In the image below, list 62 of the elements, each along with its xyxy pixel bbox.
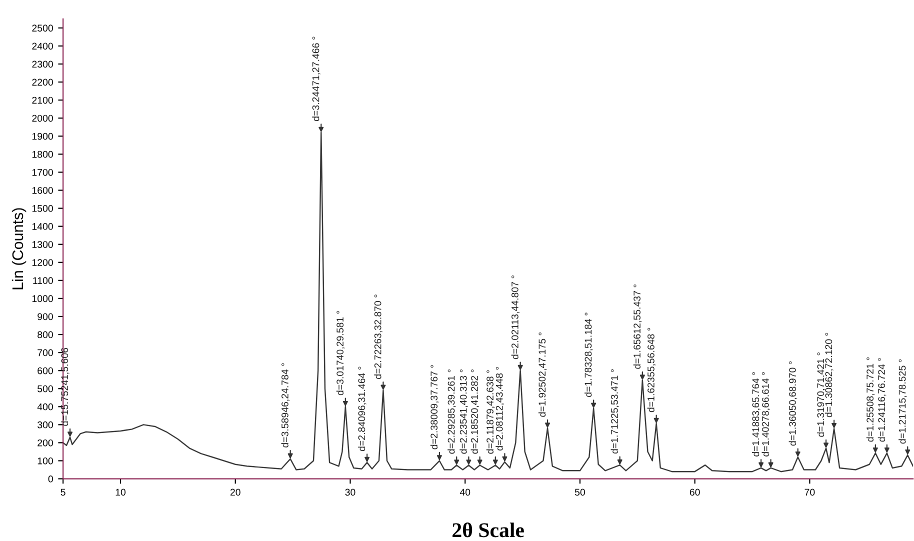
y-tick-label: 2300 [32, 60, 53, 68]
x-tick-label: 30 [345, 488, 356, 496]
annotation: d=2.11879,42.638 ° [486, 370, 495, 454]
annotation: d=1.36050,68.970 ° [788, 361, 798, 446]
y-axis-title: Lin (Counts) [12, 208, 26, 290]
x-tick-label: 60 [690, 488, 700, 496]
y-tick-label: 1900 [32, 132, 53, 140]
y-tick-label: 2400 [32, 42, 53, 50]
y-tick-label: 300 [37, 421, 53, 428]
x-tick-label: 40 [460, 488, 470, 496]
annotation: d=1.21715,78.525 ° [898, 359, 907, 444]
x-tick-label: 5 [60, 488, 66, 496]
y-tick-label: 400 [37, 403, 53, 410]
y-tick-label: 1600 [32, 186, 53, 194]
y-tick-label: 200 [38, 439, 53, 446]
annotation: d=2.18520,41.282 ° [470, 369, 480, 454]
y-tick-label: 0 [48, 476, 53, 482]
y-tick-label: 1400 [32, 223, 53, 230]
annotation: d=1.92502,47.175 ° [538, 332, 547, 417]
annotation: d=3.01740,29.581 ° [336, 310, 345, 396]
annotation: d=3.58946,24.784 ° [281, 363, 290, 448]
y-tick-label: 1100 [33, 277, 53, 284]
annotation: d=2.72263,32.870 ° [374, 294, 382, 379]
y-tick-label: 1300 [32, 241, 53, 248]
y-tick-label: 900 [38, 313, 53, 320]
annotation: d=1.40278,66.614 ° [762, 372, 770, 456]
y-tick-label: 600 [38, 367, 53, 374]
x-tick-label: 50 [574, 488, 585, 496]
y-tick-label: 2100 [32, 96, 53, 104]
annotation: d=3.24471,27.466 ° [312, 36, 320, 122]
y-tick-label: 2000 [32, 114, 53, 122]
annotation: d=1.41883,65.764 ° [752, 372, 760, 456]
annotation: d=1.30862,72.120 ° [824, 332, 834, 418]
annotation: d=2.84096,31.464 ° [358, 366, 366, 452]
x-tick-label: 10 [116, 488, 126, 496]
annotation: d=2.29285,39.261 ° [448, 369, 456, 454]
y-tick-label: 1000 [32, 295, 53, 302]
annotation: d=2.08112,43.448 ° [496, 366, 504, 450]
y-tick-label: 1500 [32, 205, 53, 212]
annotation: d=2.38009,37.767 ° [430, 364, 439, 450]
x-tick-label: 20 [230, 488, 240, 496]
x-axis-title: 2θ Scale [452, 522, 524, 538]
annotation: d=1.65612,55.437 ° [633, 284, 642, 369]
annotation: d=1.25508,75.721 ° [866, 357, 875, 442]
annotation: d=1.31970,71.421 ° [816, 352, 826, 437]
y-tick-label: 1800 [32, 150, 53, 158]
annotation: d=1.62355,56.648 ° [647, 328, 656, 412]
x-tick-label: 70 [804, 488, 815, 496]
y-tick-label: 2200 [32, 78, 53, 86]
annotation: d=1.71225,53.471 ° [610, 369, 620, 454]
annotation: d=1.24116,76.724 ° [878, 358, 886, 442]
y-tick-label: 700 [38, 349, 53, 356]
annotation: d=2.23541,40.313 ° [460, 369, 468, 454]
y-tick-label: 500 [38, 385, 53, 392]
y-tick-label: 100 [38, 457, 53, 464]
y-tick-label: 2500 [32, 24, 53, 32]
y-tick-label: 1700 [32, 168, 53, 176]
annotation: d=2.02113,44.807 ° [511, 276, 520, 360]
annotation: d=1.78328,51.184 ° [584, 312, 593, 397]
y-tick-label: 800 [38, 331, 53, 338]
y-tick-label: 1200 [32, 259, 53, 266]
annotation: d=15.75241,5.606 [60, 348, 70, 426]
